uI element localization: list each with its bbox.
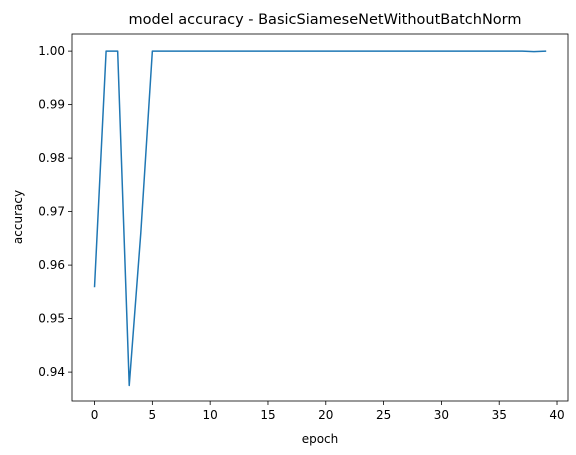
x-tick-label: 5 [149, 408, 157, 422]
chart-title: model accuracy - BasicSiameseNetWithoutB… [128, 12, 521, 28]
x-axis-label: epoch [302, 432, 339, 446]
x-tick-label: 10 [203, 408, 218, 422]
x-tick-label: 35 [492, 408, 507, 422]
y-axis: 0.94 0.95 0.96 0.97 0.98 0.99 1.00 [38, 44, 72, 379]
y-axis-label: accuracy [11, 190, 25, 244]
x-tick-label: 15 [260, 408, 275, 422]
x-tick-label: 20 [318, 408, 333, 422]
x-tick-label: 30 [434, 408, 449, 422]
x-tick-label: 25 [376, 408, 391, 422]
y-tick-label: 0.96 [38, 258, 65, 272]
y-tick-label: 0.97 [38, 205, 65, 219]
x-tick-label: 0 [91, 408, 99, 422]
plot-frame [71, 33, 569, 402]
y-tick-label: 0.99 [38, 98, 65, 112]
x-tick-label: 40 [549, 408, 564, 422]
x-axis: 0 5 10 15 20 25 30 35 40 [91, 401, 565, 422]
y-tick-label: 0.98 [38, 151, 65, 165]
y-tick-label: 1.00 [38, 44, 65, 58]
series-line-0 [93, 50, 547, 387]
y-tick-label: 0.95 [38, 312, 65, 326]
plot-series-layer [93, 50, 547, 387]
y-tick-label: 0.94 [38, 365, 65, 379]
